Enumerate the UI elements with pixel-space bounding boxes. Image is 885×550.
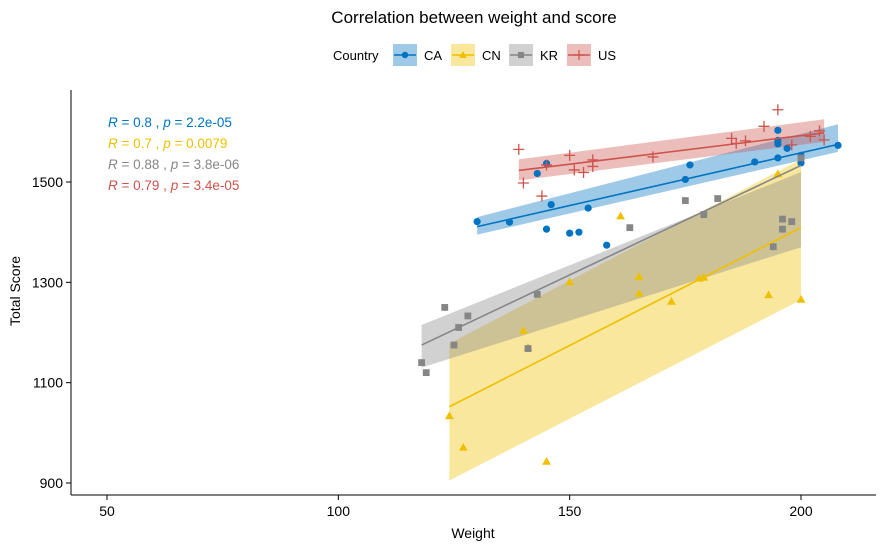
band-ca	[477, 124, 839, 235]
point-kr	[450, 341, 458, 349]
point-kr	[714, 195, 722, 202]
point-cn	[542, 457, 551, 465]
point-ca	[686, 161, 694, 169]
point-us	[818, 134, 830, 146]
point-us	[587, 160, 599, 172]
band-cn	[449, 159, 801, 481]
point-us	[513, 143, 525, 155]
point-cn	[634, 288, 644, 297]
point-us	[726, 132, 738, 144]
legend-label-ca: CA	[424, 48, 442, 63]
point-us	[804, 130, 816, 142]
point-kr	[626, 224, 634, 232]
point-us	[758, 120, 770, 132]
point-ca	[783, 144, 791, 152]
fit-line-us	[518, 132, 825, 172]
point-us	[541, 159, 553, 171]
point-us	[568, 164, 580, 176]
point-kr	[418, 359, 426, 366]
point-cn	[616, 211, 625, 220]
point-cn	[796, 294, 806, 303]
point-kr	[681, 197, 689, 204]
legend-item-cn: CN	[451, 44, 501, 66]
x-tick-label: 150	[558, 503, 582, 519]
y-tick-label: 1300	[32, 274, 63, 290]
point-us	[578, 166, 590, 178]
point-cn	[565, 277, 575, 286]
point-ca	[566, 229, 574, 237]
fit-line-kr	[421, 164, 802, 346]
point-kr	[441, 304, 449, 311]
legend-item-ca: CA	[393, 44, 442, 66]
point-ca	[834, 141, 842, 149]
point-ca	[575, 228, 583, 236]
plot-area	[418, 104, 842, 481]
point-us	[536, 190, 548, 202]
axes: 50 100 150 200 900 1100 1300 1500	[32, 90, 876, 519]
legend-marker-kr	[517, 51, 525, 59]
point-ca	[542, 225, 551, 233]
legend-label-us: US	[598, 48, 616, 63]
point-ca	[533, 169, 541, 178]
point-ca	[774, 126, 782, 134]
fit-line-cn	[449, 226, 802, 408]
legend-marker-ca	[401, 51, 409, 59]
point-kr	[524, 345, 532, 352]
point-kr	[533, 290, 541, 298]
point-ca	[473, 218, 481, 226]
point-kr	[797, 154, 805, 162]
point-kr	[779, 215, 786, 223]
legend-marker-cn	[459, 51, 467, 58]
stat-label-us: R = 0.79 , p = 3.4e-05	[108, 178, 239, 193]
point-cn	[519, 326, 528, 334]
fit-line-ca	[476, 143, 839, 228]
y-axis-title: Total Score	[7, 256, 23, 326]
legend-item-us: US	[567, 44, 616, 66]
point-ca	[547, 200, 555, 209]
point-kr	[769, 243, 777, 251]
stat-annotations: R = 0.8 , p = 2.2e-05 R = 0.7 , p = 0.007…	[108, 115, 239, 193]
point-us	[739, 135, 751, 147]
point-us	[517, 177, 529, 189]
point-us	[772, 104, 784, 116]
x-tick-label: 50	[99, 503, 115, 519]
point-ca	[603, 241, 611, 249]
point-ca	[584, 204, 592, 212]
legend-title: Country	[333, 48, 379, 63]
legend-label-cn: CN	[482, 48, 501, 63]
legend-label-kr: KR	[540, 48, 558, 63]
point-us	[564, 149, 576, 161]
point-cn	[458, 442, 468, 451]
point-kr	[788, 218, 796, 226]
stat-label-kr: R = 0.88 , p = 3.8e-06	[108, 157, 239, 172]
y-tick-label: 900	[40, 475, 64, 491]
band-us	[518, 119, 825, 181]
stat-label-ca: R = 0.8 , p = 2.2e-05	[108, 115, 232, 130]
point-us	[786, 139, 798, 151]
legend-marker-us	[574, 50, 584, 60]
point-kr	[422, 369, 430, 377]
x-axis-title: Weight	[451, 525, 494, 541]
band-kr	[421, 171, 801, 368]
x-tick-label: 200	[789, 503, 813, 519]
legend: Country CA CN KR US	[333, 44, 616, 66]
point-cn	[634, 272, 644, 281]
point-cn	[444, 411, 454, 420]
legend-item-kr: KR	[509, 44, 558, 66]
point-cn	[764, 290, 774, 299]
chart-title: Correlation between weight and score	[331, 8, 616, 27]
point-us	[814, 125, 826, 137]
point-cn	[667, 296, 676, 305]
point-kr	[779, 225, 786, 233]
y-tick-label: 1500	[32, 174, 63, 190]
x-tick-label: 100	[327, 503, 351, 519]
point-kr	[700, 211, 708, 219]
y-tick-label: 1100	[33, 375, 63, 391]
stat-label-cn: R = 0.7 , p = 0.0079	[108, 136, 227, 151]
point-kr	[464, 312, 472, 320]
